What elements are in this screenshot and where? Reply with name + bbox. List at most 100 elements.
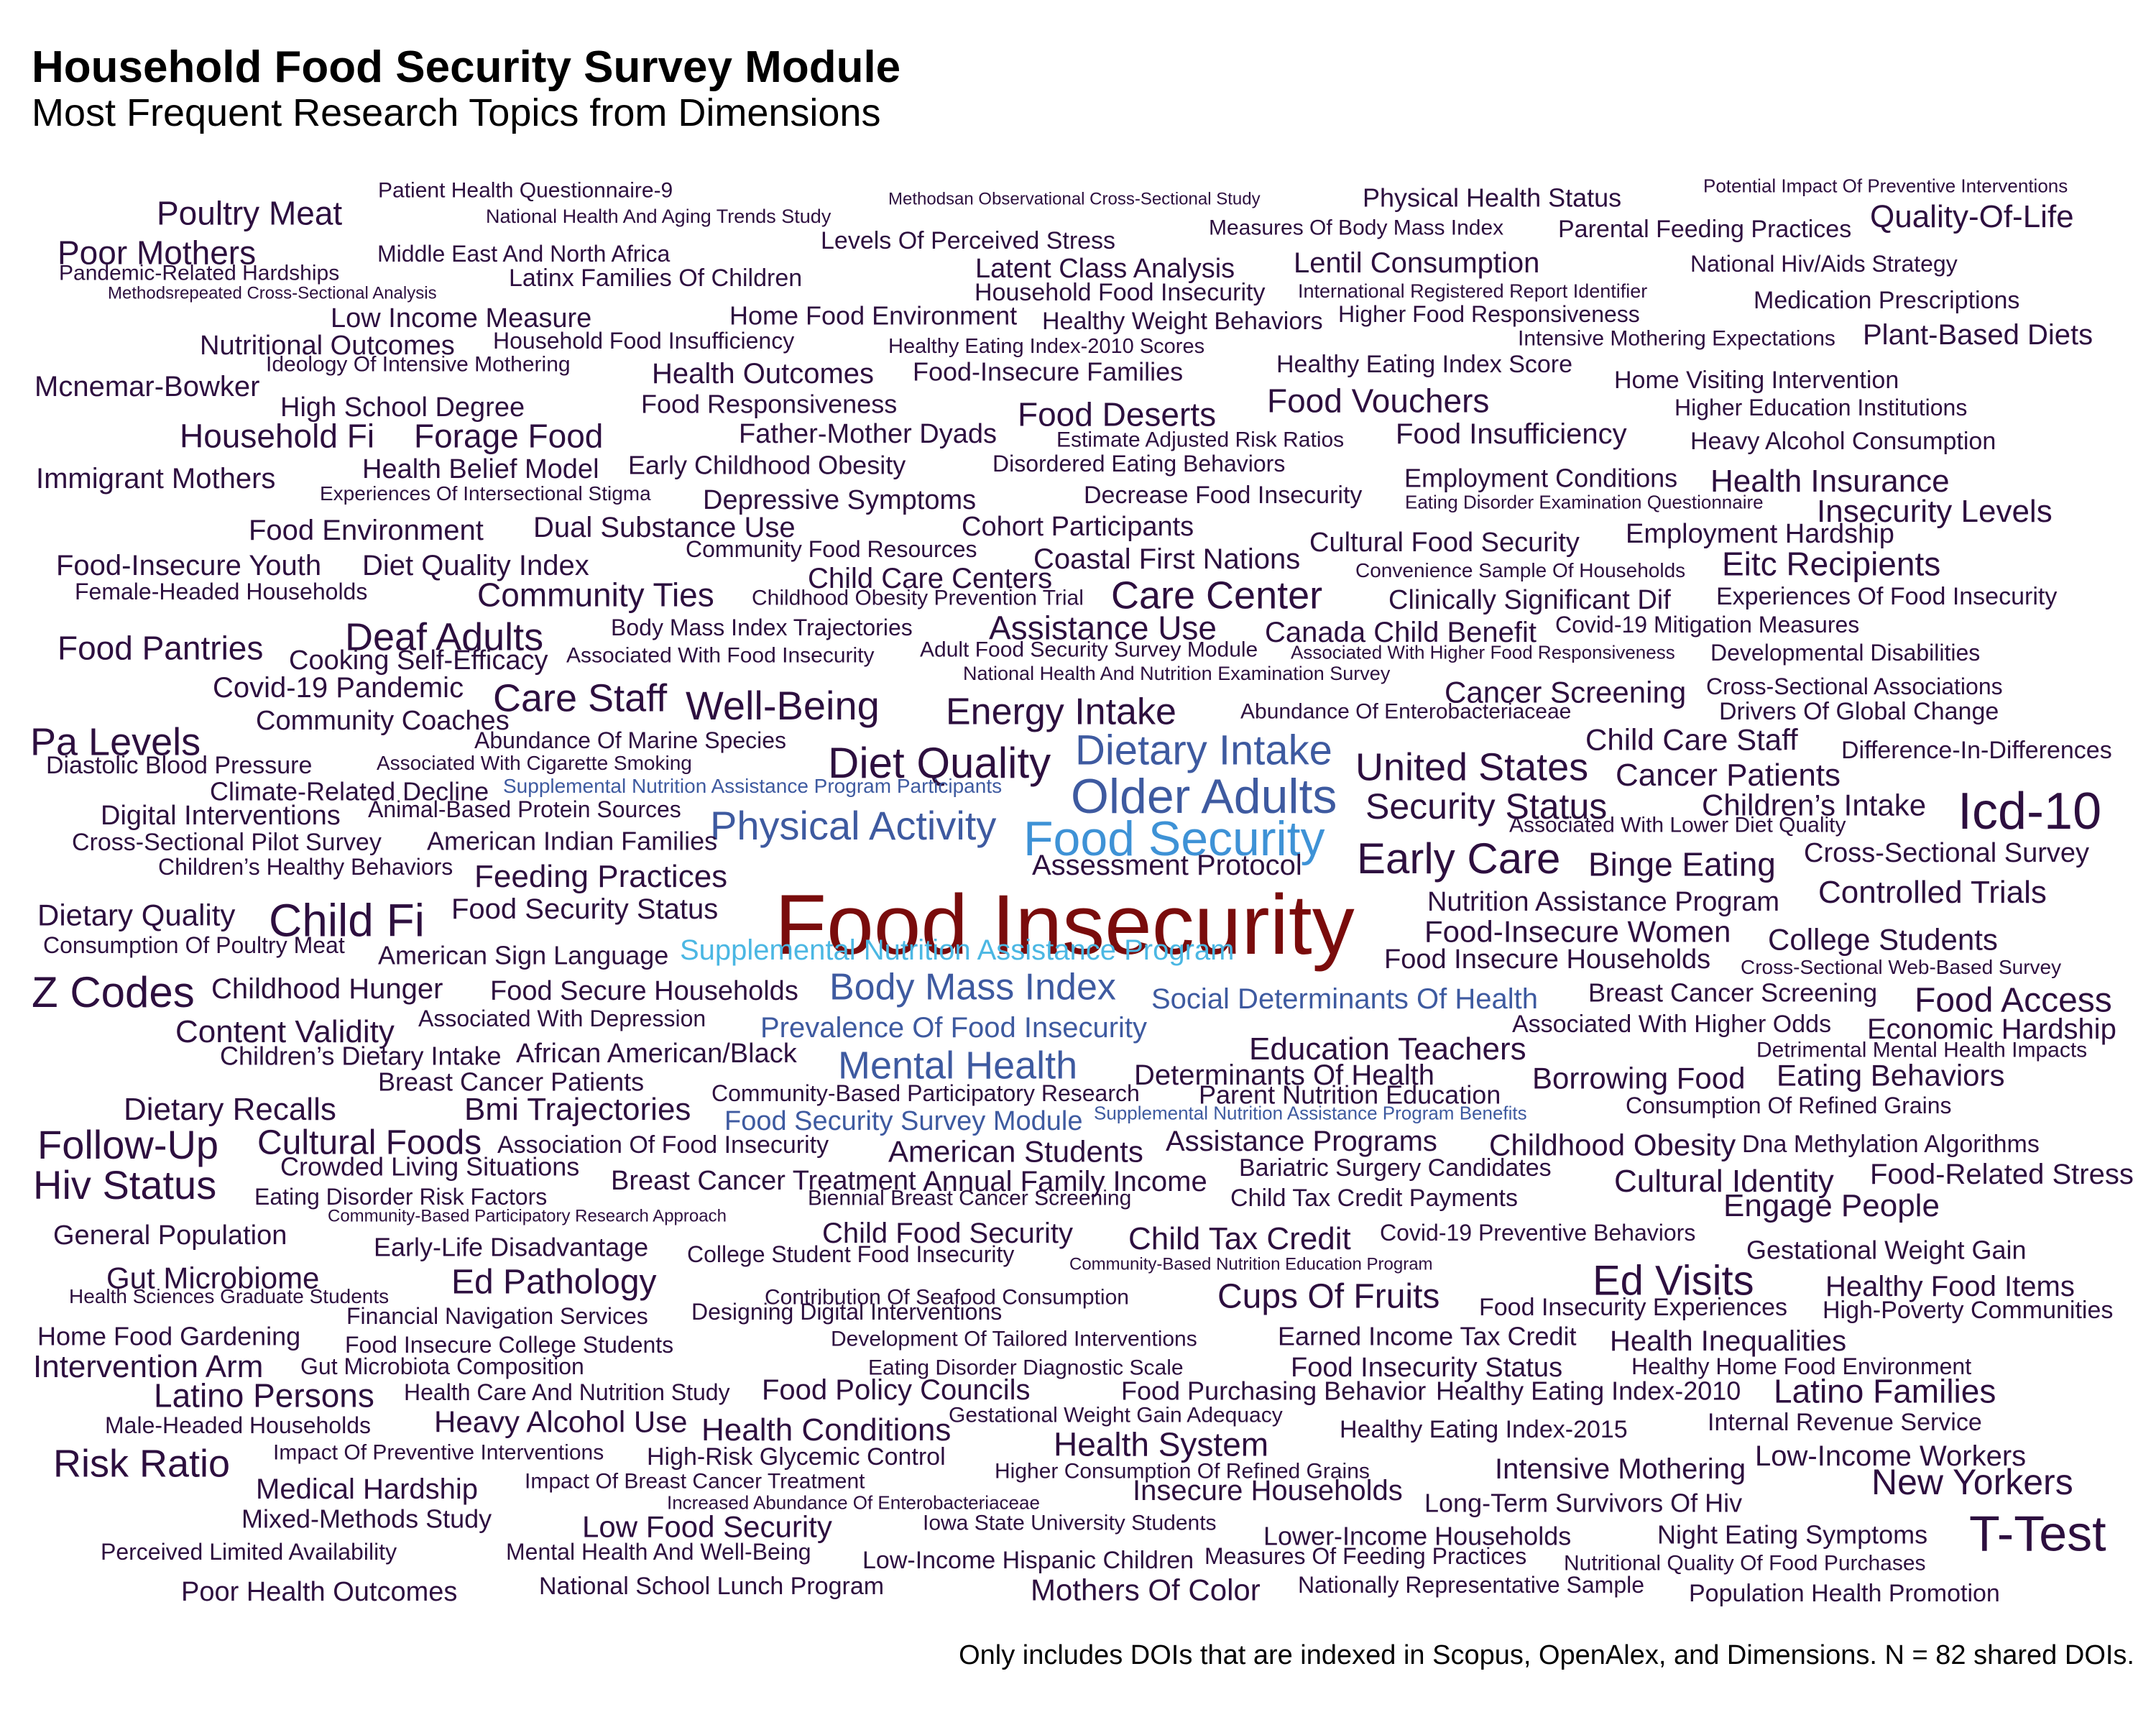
- word-food-access: Food Access: [1915, 981, 2112, 1019]
- word-convenience-sample-of-households: Convenience Sample Of Households: [1355, 559, 1685, 581]
- word-adult-food-security-survey-module: Adult Food Security Survey Module: [920, 638, 1258, 662]
- word-dietary-recalls: Dietary Recalls: [124, 1092, 336, 1127]
- word-cooking-self-efficacy: Cooking Self-Efficacy: [289, 645, 548, 676]
- word-contribution-of-seafood-consumption: Contribution Of Seafood Consumption: [765, 1286, 1129, 1310]
- word-early-care: Early Care: [1357, 834, 1560, 883]
- word-pandemic-related-hardships: Pandemic-Related Hardships: [59, 262, 339, 285]
- word-food-environment: Food Environment: [249, 515, 484, 546]
- word-eating-disorder-examination-questionnaire: Eating Disorder Examination Questionnair…: [1405, 491, 1764, 512]
- word-iowa-state-university-students: Iowa State University Students: [923, 1512, 1217, 1535]
- word-food-insecurity: Food Insecurity: [775, 878, 1355, 972]
- word-home-visiting-intervention: Home Visiting Intervention: [1614, 367, 1899, 394]
- word-american-sign-language: American Sign Language: [378, 941, 668, 970]
- word-diastolic-blood-pressure: Diastolic Blood Pressure: [46, 752, 312, 779]
- word-experiences-of-food-insecurity: Experiences Of Food Insecurity: [1716, 583, 2057, 610]
- word-body-mass-index-trajectories: Body Mass Index Trajectories: [611, 615, 913, 640]
- word-children-s-dietary-intake: Children’s Dietary Intake: [220, 1041, 502, 1071]
- word-food-policy-councils: Food Policy Councils: [762, 1374, 1031, 1406]
- word-follow-up: Follow-Up: [37, 1122, 218, 1167]
- word-gestational-weight-gain-adequacy: Gestational Weight Gain Adequacy: [949, 1404, 1283, 1427]
- word-associated-with-food-insecurity: Associated With Food Insecurity: [566, 644, 875, 668]
- word-cross-sectional-pilot-survey: Cross-Sectional Pilot Survey: [72, 829, 382, 856]
- word-food-secure-households: Food Secure Households: [490, 976, 798, 1006]
- word-childhood-obesity: Childhood Obesity: [1489, 1128, 1736, 1162]
- word-internal-revenue-service: Internal Revenue Service: [1708, 1409, 1982, 1436]
- word-intensive-mothering: Intensive Mothering: [1495, 1453, 1746, 1485]
- word-child-care-centers: Child Care Centers: [808, 563, 1052, 594]
- word-ed-visits: Ed Visits: [1593, 1258, 1754, 1305]
- word-health-outcomes: Health Outcomes: [652, 358, 874, 390]
- word-feeding-practices: Feeding Practices: [474, 859, 727, 894]
- word-difference-in-differences: Difference-In-Differences: [1841, 737, 2112, 764]
- word-detrimental-mental-health-impacts: Detrimental Mental Health Impacts: [1756, 1039, 2087, 1062]
- word-nutrition-assistance-program: Nutrition Assistance Program: [1427, 887, 1779, 917]
- word-food-insecure-women: Food-Insecure Women: [1424, 914, 1731, 948]
- chart-title: Household Food Security Survey Module: [32, 42, 901, 92]
- word-household-fi: Household Fi: [180, 418, 374, 455]
- word-lower-income-households: Lower-Income Households: [1263, 1522, 1571, 1551]
- word-body-mass-index: Body Mass Index: [829, 967, 1116, 1008]
- word-new-yorkers: New Yorkers: [1871, 1462, 2073, 1502]
- word-binge-eating: Binge Eating: [1588, 846, 1776, 883]
- word-associated-with-higher-odds: Associated With Higher Odds: [1512, 1011, 1831, 1038]
- word-latent-class-analysis: Latent Class Analysis: [975, 254, 1235, 284]
- word-poultry-meat: Poultry Meat: [157, 195, 342, 232]
- word-nutritional-quality-of-food-purchases: Nutritional Quality Of Food Purchases: [1564, 1552, 1926, 1576]
- word-content-validity: Content Validity: [175, 1014, 395, 1049]
- word-food-responsiveness: Food Responsiveness: [641, 390, 897, 419]
- word-biennial-breast-cancer-screening: Biennial Breast Cancer Screening: [808, 1187, 1131, 1210]
- word-high-school-degree: High School Degree: [280, 392, 525, 423]
- word-healthy-weight-behaviors: Healthy Weight Behaviors: [1042, 308, 1323, 335]
- word-depressive-symptoms: Depressive Symptoms: [703, 485, 976, 515]
- word-deaf-adults: Deaf Adults: [345, 615, 543, 658]
- word-older-adults: Older Adults: [1071, 769, 1337, 824]
- word-diet-quality: Diet Quality: [828, 739, 1051, 787]
- word-methodsan-observational-cross-sectional-study: Methodsan Observational Cross-Sectional …: [888, 190, 1261, 209]
- word-breast-cancer-treatment: Breast Cancer Treatment: [611, 1166, 916, 1196]
- word-low-food-security: Low Food Security: [582, 1509, 832, 1543]
- word-bariatric-surgery-candidates: Bariatric Surgery Candidates: [1239, 1154, 1552, 1182]
- word-food-pantries: Food Pantries: [57, 630, 263, 667]
- word-prevalence-of-food-insecurity: Prevalence Of Food Insecurity: [760, 1012, 1147, 1044]
- word-financial-navigation-services: Financial Navigation Services: [346, 1303, 648, 1329]
- word-measures-of-feeding-practices: Measures Of Feeding Practices: [1204, 1543, 1526, 1569]
- word-low-income-workers: Low-Income Workers: [1755, 1440, 2026, 1472]
- word-child-tax-credit: Child Tax Credit: [1128, 1221, 1351, 1256]
- word-community-food-resources: Community Food Resources: [686, 536, 977, 562]
- word-cancer-screening: Cancer Screening: [1445, 675, 1686, 709]
- word-breast-cancer-patients: Breast Cancer Patients: [378, 1067, 644, 1097]
- word-community-based-participatory-research: Community-Based Participatory Research: [711, 1080, 1140, 1106]
- word-national-hiv-aids-strategy: National Hiv/Aids Strategy: [1690, 251, 1958, 277]
- word-eating-disorder-diagnostic-scale: Eating Disorder Diagnostic Scale: [868, 1356, 1184, 1380]
- word-care-center: Care Center: [1111, 574, 1322, 617]
- word-food-insufficiency: Food Insufficiency: [1396, 418, 1627, 450]
- word-canada-child-benefit: Canada Child Benefit: [1265, 617, 1537, 648]
- word-cultural-food-security: Cultural Food Security: [1309, 528, 1580, 558]
- word-population-health-promotion: Population Health Promotion: [1689, 1580, 2000, 1607]
- word-insecure-households: Insecure Households: [1133, 1475, 1403, 1506]
- word-ideology-of-intensive-mothering: Ideology Of Intensive Mothering: [266, 353, 571, 377]
- word-employment-hardship: Employment Hardship: [1626, 519, 1894, 549]
- word-security-status: Security Status: [1365, 786, 1607, 827]
- word-patient-health-questionnaire-9: Patient Health Questionnaire-9: [378, 179, 673, 203]
- word-children-s-intake: Children’s Intake: [1702, 788, 1926, 822]
- word-food-security: Food Security: [1023, 811, 1325, 866]
- word-immigrant-mothers: Immigrant Mothers: [36, 463, 275, 494]
- word-levels-of-perceived-stress: Levels Of Perceived Stress: [821, 227, 1115, 254]
- word-higher-education-institutions: Higher Education Institutions: [1674, 395, 1967, 420]
- word-experiences-of-intersectional-stigma: Experiences Of Intersectional Stigma: [320, 482, 651, 505]
- word-supplemental-nutrition-assistance-program: Supplemental Nutrition Assistance Progra…: [680, 934, 1234, 966]
- word-long-term-survivors-of-hiv: Long-Term Survivors Of Hiv: [1424, 1489, 1742, 1518]
- word-intensive-mothering-expectations: Intensive Mothering Expectations: [1518, 327, 1835, 351]
- word-parental-feeding-practices: Parental Feeding Practices: [1558, 216, 1851, 243]
- word-increased-abundance-of-enterobacteriaceae: Increased Abundance Of Enterobacteriacea…: [667, 1491, 1040, 1513]
- word-impact-of-breast-cancer-treatment: Impact Of Breast Cancer Treatment: [525, 1470, 865, 1494]
- word-physical-health-status: Physical Health Status: [1363, 183, 1621, 213]
- word-home-food-environment: Home Food Environment: [729, 301, 1017, 331]
- word-higher-food-responsiveness: Higher Food Responsiveness: [1338, 301, 1640, 327]
- word-food-security-status: Food Security Status: [451, 893, 718, 925]
- word-coastal-first-nations: Coastal First Nations: [1033, 543, 1300, 575]
- word-insecurity-levels: Insecurity Levels: [1817, 494, 2053, 529]
- word-nutritional-outcomes: Nutritional Outcomes: [200, 331, 455, 361]
- word-consumption-of-refined-grains: Consumption Of Refined Grains: [1626, 1092, 1952, 1118]
